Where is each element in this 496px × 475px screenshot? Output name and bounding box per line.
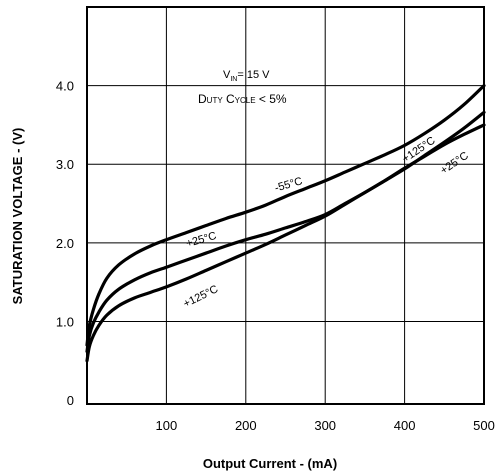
condition-vin-value: = 15 V — [237, 69, 270, 81]
series-line-minus55C — [85, 84, 486, 347]
curve-label: +125°C — [182, 283, 221, 310]
y-tick-labels: 0 1.0 2.0 3.0 4.0 — [56, 79, 74, 408]
x-tick-label: 500 — [473, 418, 495, 433]
y-tick-label: 1.0 — [56, 314, 74, 329]
y-tick-label: 3.0 — [56, 157, 74, 172]
plot-frame — [86, 6, 485, 405]
x-tick-label: 300 — [314, 418, 336, 433]
x-tick-label: 400 — [394, 418, 416, 433]
condition-vin: VIN= 15 V — [223, 69, 270, 83]
condition-vin-subscript: IN — [230, 76, 237, 83]
x-tick-label: 100 — [156, 418, 178, 433]
condition-vin-prefix: V — [223, 69, 231, 81]
y-tick-label: 0 — [67, 393, 74, 408]
grid — [87, 7, 484, 404]
x-tick-label: 200 — [235, 418, 257, 433]
series-line-plus125C — [85, 110, 486, 363]
x-axis-title: Output Current - (mA) — [203, 456, 337, 471]
curve-labels: -55°C+25°C+125°C+125°C +25°C — [182, 135, 471, 311]
curves — [85, 84, 486, 363]
y-tick-label: 4.0 — [56, 79, 74, 94]
x-tick-labels: 100 200 300 400 500 — [156, 418, 495, 433]
curve-label: +25°C — [438, 150, 470, 177]
y-tick-label: 2.0 — [56, 236, 74, 251]
condition-duty-cycle: Duty Cycle < 5% — [198, 92, 287, 106]
series-line-plus25C — [85, 123, 486, 353]
y-axis-title: SATURATION VOLTAGE - (V) — [10, 128, 25, 305]
